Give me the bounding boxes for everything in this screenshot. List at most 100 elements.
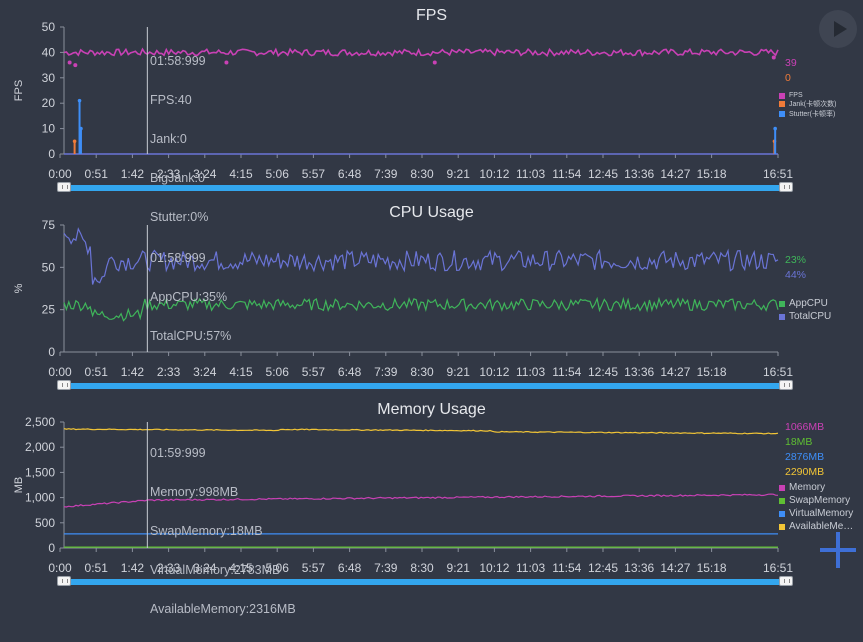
x-tick-label: 5:57 <box>302 365 326 379</box>
y-tick-label: 1,000 <box>25 491 55 505</box>
slider-track[interactable] <box>65 579 785 585</box>
legend-swatch <box>779 313 785 320</box>
legend-item[interactable]: AvailableMe… <box>779 521 853 532</box>
legend-item[interactable]: FPS <box>779 92 836 99</box>
legend-item[interactable]: VirtualMemory <box>779 508 853 519</box>
x-tick-label: 0:00 <box>48 561 72 575</box>
x-tick-label: 11:03 <box>516 561 545 575</box>
slider-handle-start[interactable] <box>57 182 71 192</box>
chart-title: Memory Usage <box>377 401 486 418</box>
slider-handle-start[interactable] <box>57 380 71 390</box>
slider-handle-end[interactable] <box>779 380 793 390</box>
x-tick-label: 0:51 <box>85 561 109 575</box>
tooltip-line: 01:58:999 <box>150 54 206 68</box>
x-tick-label: 7:39 <box>374 365 398 379</box>
x-tick-label: 7:39 <box>374 167 398 181</box>
x-tick-label: 11:03 <box>516 365 545 379</box>
x-tick-label: 5:06 <box>266 167 290 181</box>
tooltip-line: AvailableMemory:2316MB <box>150 602 296 616</box>
x-tick-label: 12:45 <box>588 365 618 379</box>
chart-title: FPS <box>415 7 448 24</box>
add-button[interactable] <box>820 532 856 568</box>
y-tick-label: 10 <box>42 122 56 136</box>
legend-swatch <box>779 300 785 307</box>
legend-label: FPS <box>789 92 803 99</box>
time-range-slider[interactable] <box>57 576 793 588</box>
x-tick-label: 7:39 <box>374 561 398 575</box>
legend: AppCPU TotalCPU <box>779 298 831 322</box>
legend: FPS Jank(卡顿次数) Stutter(卡顿率) <box>779 92 836 119</box>
x-tick-label: 11:54 <box>552 561 581 575</box>
cursor-tooltip: 01:58:999 AppCPU:35% TotalCPU:57% <box>150 226 231 369</box>
x-tick-label: 5:57 <box>302 561 326 575</box>
y-tick-label: 0 <box>48 345 55 359</box>
time-range-slider[interactable] <box>57 182 793 194</box>
legend: Memory SwapMemory VirtualMemory Availabl… <box>779 482 853 532</box>
x-tick-label: 16:51 <box>763 561 793 575</box>
legend-swatch <box>779 92 785 99</box>
y-axis-label: % <box>13 283 25 293</box>
legend-item[interactable]: Jank(卡顿次数) <box>779 99 836 109</box>
x-tick-label: 3:24 <box>193 561 217 575</box>
time-range-slider[interactable] <box>57 380 793 392</box>
x-tick-label: 14:27 <box>660 365 690 379</box>
slider-handle-end[interactable] <box>779 182 793 192</box>
x-tick-label: 4:15 <box>229 365 253 379</box>
x-tick-label: 0:51 <box>85 365 109 379</box>
x-tick-label: 6:48 <box>338 365 362 379</box>
legend-item[interactable]: TotalCPU <box>779 311 831 322</box>
tooltip-line: 01:58:999 <box>150 251 206 265</box>
x-tick-label: 10:12 <box>479 167 509 181</box>
last-value-app-cpu: 23% <box>785 254 807 266</box>
x-tick-label: 5:06 <box>266 365 290 379</box>
y-tick-label: 75 <box>42 218 56 232</box>
x-tick-label: 9:21 <box>447 561 471 575</box>
x-tick-label: 2:33 <box>157 561 181 575</box>
y-tick-label: 2,500 <box>25 415 55 429</box>
x-tick-label: 4:15 <box>229 167 253 181</box>
last-value-memory: 1066MB <box>785 421 825 433</box>
legend-item[interactable]: AppCPU <box>779 298 831 309</box>
cursor-tooltip: 01:59:999 Memory:998MB SwapMemory:18MB V… <box>150 421 296 642</box>
play-button[interactable] <box>819 10 857 48</box>
cursor-tooltip: 01:58:999 FPS:40 Jank:0 BigJank:0 Stutte… <box>150 29 208 250</box>
y-tick-label: 0 <box>48 541 55 555</box>
x-tick-label: 13:36 <box>624 365 654 379</box>
legend-swatch <box>779 523 785 530</box>
tooltip-line: BigJank:0 <box>150 171 205 185</box>
x-tick-label: 3:24 <box>193 167 217 181</box>
legend-item[interactable]: SwapMemory <box>779 495 853 506</box>
y-tick-label: 30 <box>42 71 56 85</box>
last-value-swap: 18MB <box>785 436 813 448</box>
legend-item[interactable]: Stutter(卡顿率) <box>779 109 836 119</box>
x-tick-label: 12:45 <box>588 561 618 575</box>
x-tick-label: 14:27 <box>660 167 690 181</box>
tooltip-line: Memory:998MB <box>150 485 239 499</box>
y-tick-label: 40 <box>42 45 56 59</box>
x-tick-label: 5:57 <box>302 167 326 181</box>
x-tick-label: 11:03 <box>516 167 545 181</box>
x-tick-label: 16:51 <box>763 365 793 379</box>
legend-label: AvailableMe… <box>789 521 854 532</box>
y-tick-label: 500 <box>35 516 55 530</box>
slider-track[interactable] <box>65 185 785 191</box>
legend-label: VirtualMemory <box>789 508 854 519</box>
slider-track[interactable] <box>65 383 785 389</box>
slider-handle-end[interactable] <box>779 576 793 586</box>
legend-label: SwapMemory <box>789 495 851 506</box>
cpu-panel: CPU Usage 0 25 50 75% 0:00 0:51 1:42 2:33 3:24 4:… <box>0 197 863 393</box>
y-tick-label: 25 <box>42 303 56 317</box>
tooltip-line: AppCPU:35% <box>150 290 228 304</box>
x-tick-label: 0:00 <box>48 365 72 379</box>
x-tick-label: 3:24 <box>193 365 217 379</box>
x-tick-label: 14:27 <box>660 561 690 575</box>
x-tick-label: 8:30 <box>410 561 434 575</box>
x-tick-label: 13:36 <box>624 167 654 181</box>
y-tick-label: 50 <box>42 20 56 34</box>
plus-icon <box>820 532 856 568</box>
slider-handle-start[interactable] <box>57 576 71 586</box>
x-tick-label: 11:54 <box>552 365 581 379</box>
cpu-chart: 0 25 50 75% 0:00 0:51 1:42 2:33 3:24 4:15 5:06 5:57… <box>13 218 793 379</box>
legend-item[interactable]: Memory <box>779 482 853 493</box>
x-tick-label: 2:33 <box>157 365 181 379</box>
